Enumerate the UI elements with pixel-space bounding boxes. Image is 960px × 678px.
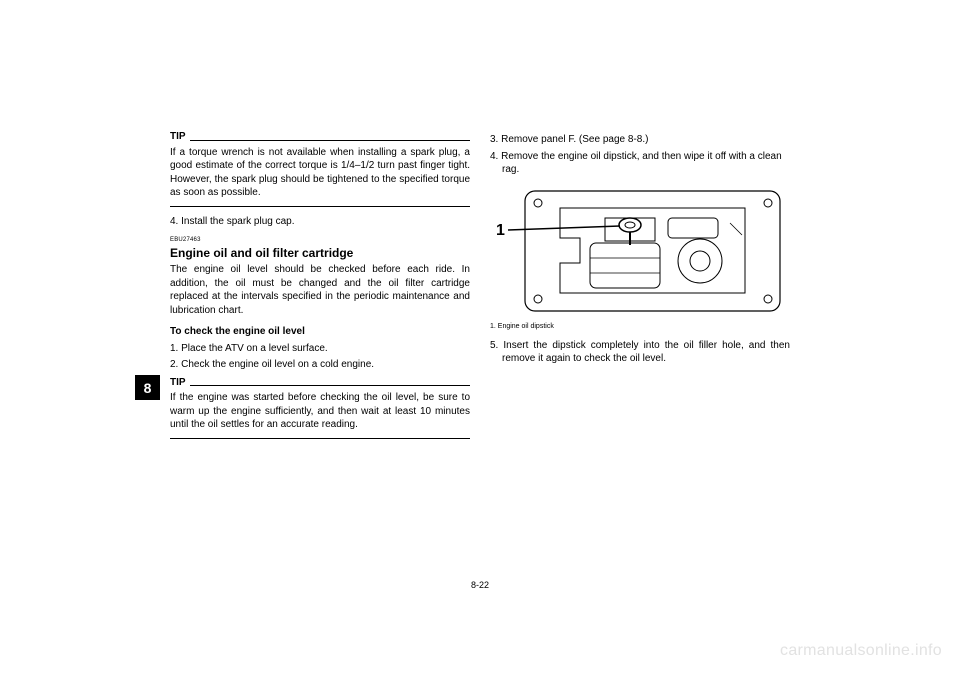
watermark: carmanualsonline.info	[780, 642, 942, 660]
page-number: 8-22	[471, 580, 489, 590]
step-3: 3. Remove panel F. (See page 8-8.)	[502, 133, 790, 147]
tip-rule-2	[190, 385, 470, 386]
tip-heading-2: TIP	[170, 376, 470, 390]
sub-heading: To check the engine oil level	[170, 325, 470, 339]
tip-label-2: TIP	[170, 376, 186, 390]
tip-body-2: If the engine was started before checkin…	[170, 391, 470, 432]
step-5: 5. Insert the dipstick completely into t…	[502, 339, 790, 366]
figure-callout-number: 1	[496, 222, 505, 239]
step-2: 2. Check the engine oil level on a cold …	[182, 358, 470, 372]
divider	[170, 206, 470, 207]
tip-rule	[190, 140, 470, 141]
section-intro: The engine oil level should be checked b…	[170, 263, 470, 317]
tip-label: TIP	[170, 130, 186, 144]
step-4-dipstick: 4. Remove the engine oil dipstick, and t…	[502, 150, 790, 177]
section-heading: Engine oil and oil filter cartridge	[170, 245, 470, 261]
page-content: TIP If a torque wrench is not available …	[170, 130, 790, 590]
figure-caption: 1. Engine oil dipstick	[490, 322, 790, 331]
reference-code: EBU27463	[170, 236, 470, 244]
chapter-tab: 8	[135, 375, 160, 400]
tip-heading: TIP	[170, 130, 470, 144]
right-column: 3. Remove panel F. (See page 8-8.) 4. Re…	[490, 130, 790, 550]
divider-2	[170, 438, 470, 439]
tip-body: If a torque wrench is not available when…	[170, 146, 470, 200]
step-1: 1. Place the ATV on a level surface.	[182, 342, 470, 356]
dipstick-diagram: 1	[490, 183, 790, 318]
step-4-spark: 4. Install the spark plug cap.	[182, 215, 470, 229]
left-column: TIP If a torque wrench is not available …	[170, 130, 470, 550]
